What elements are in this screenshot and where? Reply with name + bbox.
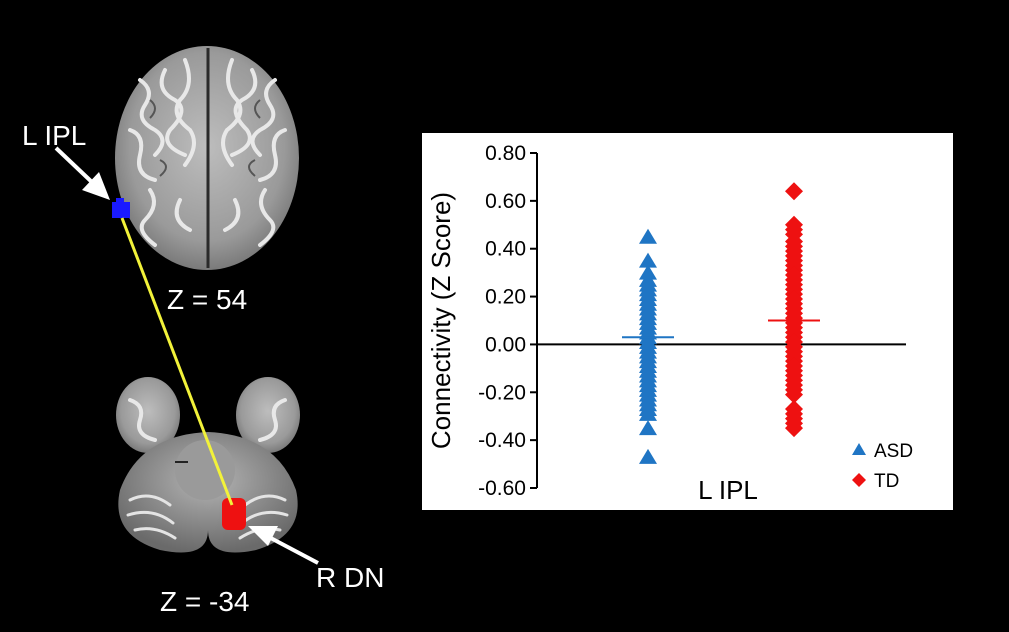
label-rdn: R DN: [316, 562, 385, 593]
y-axis-label: Connectivity (Z Score): [426, 192, 456, 449]
y-tick-label: 0.60: [485, 190, 526, 213]
label-z-bottom: Z = -34: [160, 586, 250, 617]
asd-point: [639, 448, 657, 464]
legend-asd-label: ASD: [874, 441, 913, 462]
td-point: [785, 182, 803, 201]
legend-td-label: TD: [874, 471, 899, 492]
asd-point: [639, 420, 657, 436]
td-point: [785, 385, 803, 404]
axial-brain-slice-bottom: [116, 377, 300, 553]
label-lipl: L IPL: [22, 120, 87, 151]
y-tick-label: -0.60: [478, 477, 526, 500]
x-axis-label: L IPL: [698, 475, 758, 505]
y-tick-label: 0.80: [485, 142, 526, 165]
td-point: [785, 419, 803, 438]
label-z-top: Z = 54: [167, 284, 248, 315]
legend-td-marker: [852, 473, 866, 487]
y-tick-label: 0.00: [485, 333, 526, 356]
axial-brain-slice-top: [112, 46, 299, 270]
asd-point: [639, 405, 657, 421]
y-tick-label: -0.20: [478, 381, 526, 404]
y-tick-label: -0.40: [478, 429, 526, 452]
y-tick-label: 0.40: [485, 238, 526, 261]
asd-point: [639, 228, 657, 244]
lipl-roi: [112, 202, 130, 218]
lipl-arrow: [54, 146, 110, 200]
legend-asd-marker: [852, 443, 866, 455]
rdn-arrow: [248, 526, 319, 565]
asd-point: [639, 252, 657, 268]
connectivity-line: [120, 217, 234, 506]
rdn-roi: [222, 498, 246, 530]
y-tick-label: 0.20: [485, 286, 526, 309]
connectivity-chart: 0.80 0.60 0.40 0.20 0.00 -0.20 -0.40 -0.60 Conne…: [426, 142, 913, 505]
chart-panel: 0.80 0.60 0.40 0.20 0.00 -0.20 -0.40 -0.60 Conne…: [422, 133, 953, 510]
